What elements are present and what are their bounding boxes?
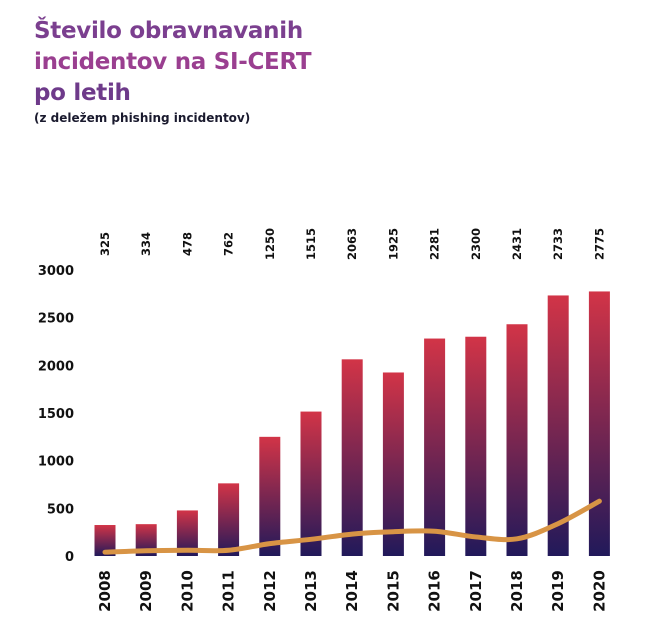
bars-group: [94, 291, 610, 556]
value-label-2008: 325: [98, 232, 112, 256]
bar-2016: [424, 338, 446, 556]
y-tick-label: 3000: [38, 264, 74, 279]
bar-2014: [341, 359, 363, 556]
x-tick-label-2016: 2016: [426, 570, 444, 612]
chart-title-line-2: incidentov na SI-CERT: [34, 49, 312, 75]
value-label-2016: 2281: [428, 228, 442, 260]
x-axis: 2008 2009 2010 2011 2012 2013 2014 2015 2016 2017…: [96, 570, 608, 612]
value-label-2015: 1925: [386, 228, 400, 260]
value-label-2012: 1250: [263, 228, 277, 260]
value-label-2009: 334: [139, 232, 153, 256]
x-tick-label-2019: 2019: [549, 570, 567, 612]
value-label-2011: 762: [222, 232, 236, 256]
bar-2013: [300, 411, 322, 556]
value-label-2010: 478: [180, 232, 194, 256]
phishing-line-group: [102, 498, 602, 555]
y-tick-label: 0: [65, 550, 74, 565]
phishing-share-line: [102, 498, 602, 555]
bar-2019: [547, 295, 569, 556]
y-tick-label: 500: [47, 502, 74, 517]
x-tick-label-2015: 2015: [384, 570, 402, 612]
value-label-2013: 1515: [304, 228, 318, 260]
value-labels-group: 325 334 478 762 1250 1515 2063 1925 2281 2300 2431…: [98, 228, 606, 260]
bar-2009: [135, 524, 157, 556]
y-tick-label: 1000: [38, 455, 74, 470]
x-tick-label-2020: 2020: [590, 570, 608, 612]
x-tick-label-2013: 2013: [302, 570, 320, 612]
bar-2017: [465, 336, 487, 556]
value-label-2019: 2733: [551, 228, 565, 260]
x-tick-label-2009: 2009: [137, 570, 155, 612]
x-tick-label-2018: 2018: [508, 570, 526, 612]
bar-2012: [259, 436, 281, 556]
x-tick-label-2008: 2008: [96, 570, 114, 612]
x-tick-label-2010: 2010: [178, 570, 196, 612]
bar-2011: [218, 483, 240, 556]
y-tick-label: 2000: [38, 359, 74, 374]
bar-2020: [588, 291, 610, 556]
chart-title-line-3: po letih: [34, 80, 131, 106]
bar-2018: [506, 324, 528, 556]
value-label-2020: 2775: [592, 228, 606, 260]
value-label-2014: 2063: [345, 228, 359, 260]
bar-2008: [94, 525, 116, 556]
y-tick-label: 1500: [38, 407, 74, 422]
x-tick-label-2017: 2017: [467, 570, 485, 612]
chart-title-line-1: Število obravnavanih: [34, 18, 303, 44]
y-axis: 0 500 1000 1500 2000 2500 3000: [38, 264, 74, 565]
value-label-2017: 2300: [469, 228, 483, 260]
chart-subtitle: (z deležem phishing incidentov): [34, 111, 251, 125]
x-tick-label-2012: 2012: [261, 570, 279, 612]
bar-2010: [176, 510, 198, 556]
x-tick-label-2014: 2014: [343, 570, 361, 612]
value-label-2018: 2431: [510, 228, 524, 260]
y-tick-label: 2500: [38, 312, 74, 327]
chart-title: Število obravnavanih incidentov na SI-CE…: [34, 16, 312, 109]
bar-2015: [382, 372, 404, 556]
x-tick-label-2011: 2011: [220, 570, 238, 612]
